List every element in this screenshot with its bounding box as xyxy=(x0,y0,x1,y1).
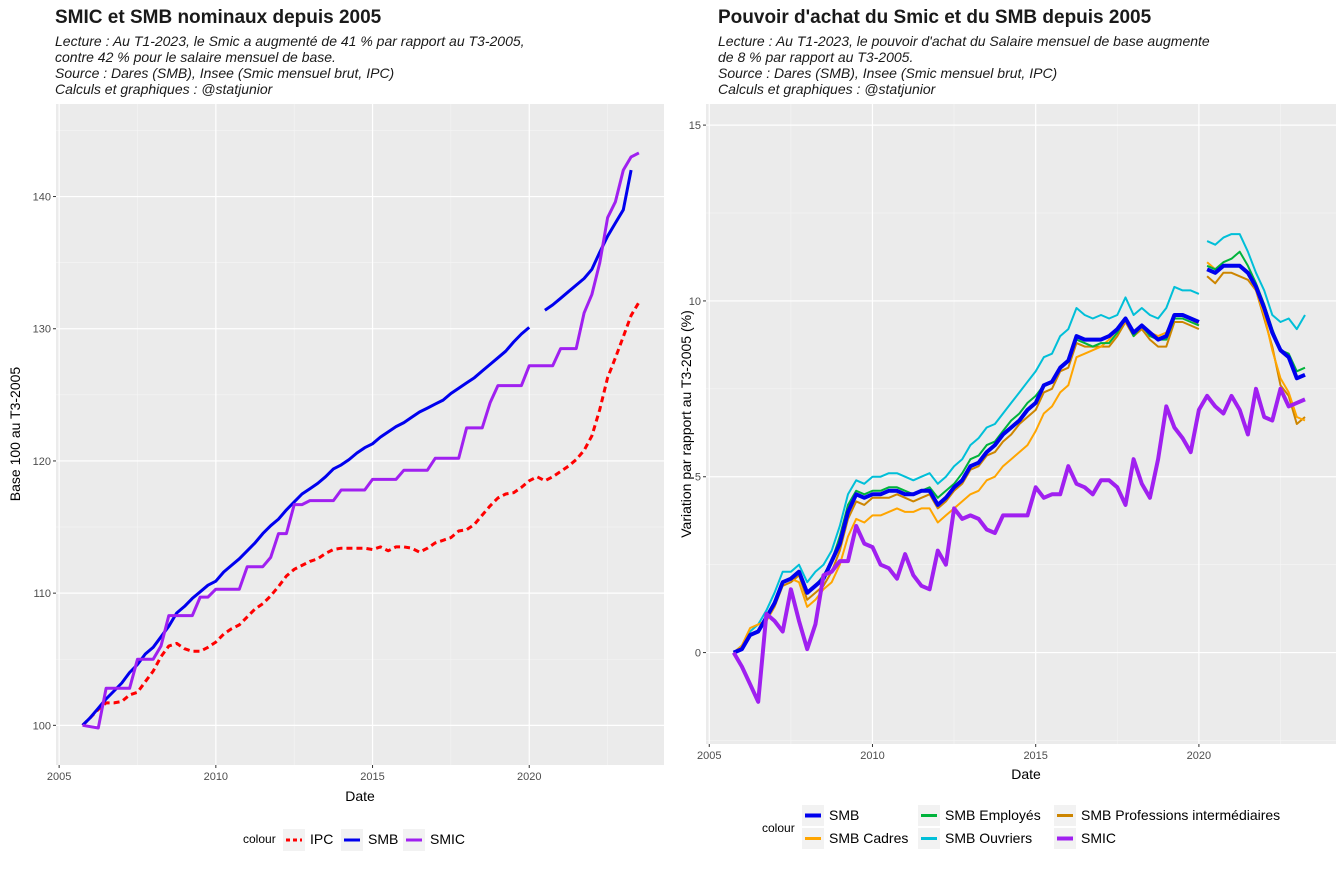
left-legend: colour IPC SMB SMIC xyxy=(243,829,465,851)
x-tick-label: 2005 xyxy=(697,750,721,762)
y-tick-label: 140 xyxy=(33,192,51,204)
series-line-smic xyxy=(82,151,640,730)
right-legend-title: colour xyxy=(762,821,795,835)
right-tick-labels: 2005 2010 2015 2020 0 5 10 15 xyxy=(689,120,1211,762)
legend-label: IPC xyxy=(310,831,333,847)
y-tick-label: 10 xyxy=(689,296,701,308)
left-x-axis-label: Date xyxy=(345,788,375,804)
left-chart-panel: SMIC et SMB nominaux depuis 2005 Lecture… xyxy=(7,7,664,851)
right-legend: colour SMB SMB Cadres SMB Employés SMB Ouvr… xyxy=(762,805,1280,849)
left-gridlines xyxy=(56,104,664,765)
right-chart-subtitle-line: de 8 % par rapport au T3-2005. xyxy=(718,49,913,65)
legend-label: SMB Cadres xyxy=(829,830,908,846)
legend-label: SMIC xyxy=(1081,830,1116,846)
series-line-smb xyxy=(81,169,633,727)
y-tick-label: 100 xyxy=(33,720,51,732)
right-chart-title: Pouvoir d'achat du Smic et du SMB depuis… xyxy=(718,7,1152,28)
left-legend-title: colour xyxy=(243,832,276,846)
right-chart-subtitle-line: Calculs et graphiques : @statjunior xyxy=(718,81,937,97)
left-y-axis-label: Base 100 au T3-2005 xyxy=(7,367,23,502)
y-tick-label: 110 xyxy=(33,588,51,600)
legend-label: SMB Ouvriers xyxy=(945,830,1032,846)
left-series-group xyxy=(81,151,641,730)
y-tick-label: 5 xyxy=(695,472,701,484)
legend-label: SMB Employés xyxy=(945,807,1041,823)
x-tick-label: 2005 xyxy=(47,771,71,783)
left-chart-subtitle-line: Calculs et graphiques : @statjunior xyxy=(55,81,274,97)
right-x-axis-label: Date xyxy=(1011,766,1041,782)
y-tick-label: 15 xyxy=(689,120,701,132)
series-line-smb xyxy=(732,263,1306,655)
left-plot-background xyxy=(56,104,664,765)
right-gridlines xyxy=(706,104,1336,744)
legend-label: SMB xyxy=(829,807,859,823)
legend-label: SMB xyxy=(368,831,398,847)
right-plot-background xyxy=(706,104,1336,744)
x-tick-label: 2020 xyxy=(517,771,541,783)
left-chart-subtitle-line: Lecture : Au T1-2023, le Smic a augmenté… xyxy=(55,33,525,49)
legend-label: SMIC xyxy=(430,831,465,847)
left-tick-labels: 2005 2010 2015 2020 100 110 120 130 140 xyxy=(33,192,542,783)
y-tick-label: 0 xyxy=(695,648,701,660)
x-tick-label: 2010 xyxy=(204,771,228,783)
y-tick-label: 120 xyxy=(33,456,51,468)
series-line-smb-ouvriers xyxy=(733,233,1306,654)
x-tick-label: 2015 xyxy=(360,771,384,783)
left-chart-subtitle-line: Source : Dares (SMB), Insee (Smic mensue… xyxy=(55,65,394,81)
series-line-ipc xyxy=(81,301,641,727)
series-line-smic xyxy=(731,386,1306,704)
x-tick-label: 2010 xyxy=(860,750,884,762)
legend-label: SMB Professions intermédiaires xyxy=(1081,807,1280,823)
y-tick-label: 130 xyxy=(33,324,51,336)
left-chart-subtitle-line: contre 42 % pour le salaire mensuel de b… xyxy=(55,49,336,65)
right-chart-subtitle-line: Lecture : Au T1-2023, le pouvoir d'achat… xyxy=(718,33,1210,49)
right-y-axis-label: Variation par rapport au T3-2005 (%) xyxy=(678,310,694,538)
right-series-group xyxy=(731,233,1306,704)
right-chart-panel: Pouvoir d'achat du Smic et du SMB depuis… xyxy=(678,7,1336,849)
x-tick-label: 2015 xyxy=(1023,750,1047,762)
right-chart-subtitle-line: Source : Dares (SMB), Insee (Smic mensue… xyxy=(718,65,1057,81)
x-tick-label: 2020 xyxy=(1187,750,1211,762)
left-chart-title: SMIC et SMB nominaux depuis 2005 xyxy=(55,7,382,28)
